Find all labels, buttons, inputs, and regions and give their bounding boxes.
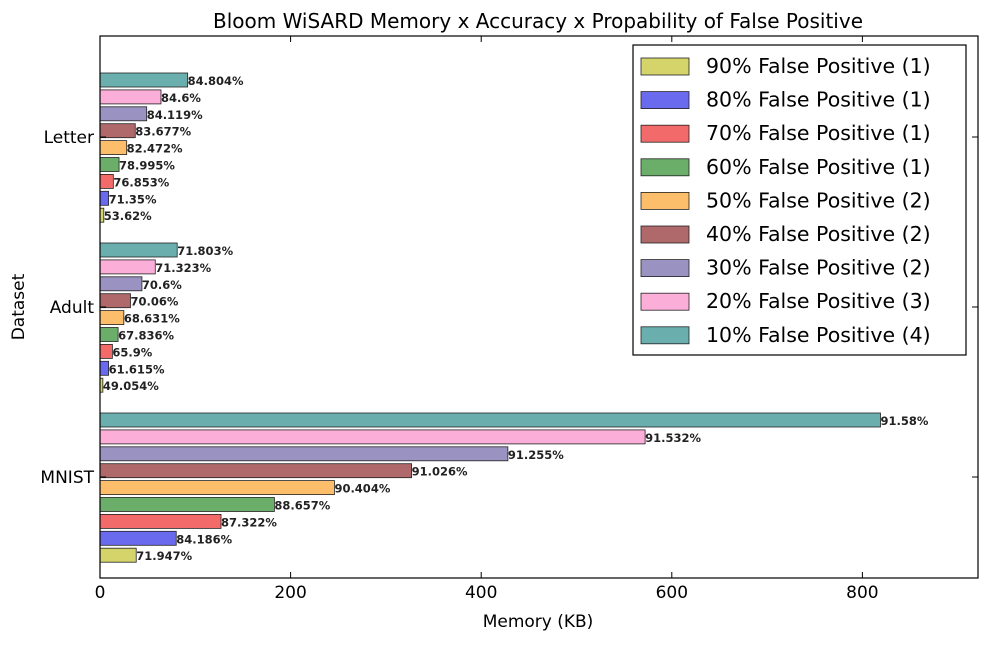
bar xyxy=(99,327,119,342)
bar xyxy=(99,446,509,462)
bar-value-label: 82.472% xyxy=(127,142,183,156)
bar-value-label: 91.532% xyxy=(645,431,701,445)
bar-value-label: 88.657% xyxy=(274,499,330,513)
legend-entry: 50% False Positive (2) xyxy=(706,188,931,212)
legend-swatch xyxy=(640,158,690,177)
bar xyxy=(99,530,177,546)
bar-value-label: 71.323% xyxy=(155,261,211,275)
bar xyxy=(99,106,148,122)
legend: 90% False Positive (1) 80% False Positive… xyxy=(632,44,967,356)
bar-value-label: 91.58% xyxy=(881,414,929,428)
bar-value-label: 71.803% xyxy=(177,244,233,258)
bar-value-label: 71.947% xyxy=(136,549,192,563)
bar-value-label: 53.62% xyxy=(104,209,152,223)
legend-swatch xyxy=(640,191,690,210)
bar-value-label: 90.404% xyxy=(334,482,390,496)
bar-value-label: 65.9% xyxy=(112,345,152,359)
legend-entry: 10% False Positive (4) xyxy=(706,323,931,347)
bar xyxy=(99,480,335,496)
legend-swatch xyxy=(640,91,690,109)
bar-value-label: 67.836% xyxy=(118,329,174,343)
bar xyxy=(99,547,137,563)
chart-title: Bloom WiSARD Memory x Accuracy x Propabi… xyxy=(213,9,863,33)
legend-swatch xyxy=(640,124,690,143)
bar-value-label: 83.677% xyxy=(135,125,191,139)
bar-value-label: 87.322% xyxy=(221,515,277,529)
bar xyxy=(99,157,120,172)
legend-entry: 30% False Positive (2) xyxy=(706,256,931,280)
bar xyxy=(99,89,162,105)
bar xyxy=(99,310,125,326)
bar xyxy=(99,173,114,189)
bar xyxy=(99,123,136,139)
legend-swatch xyxy=(640,326,690,345)
legend-entry: 90% False Positive (1) xyxy=(706,54,931,78)
x-tick-label: 0 xyxy=(95,583,106,603)
bar xyxy=(99,190,109,206)
bar-value-label: 91.026% xyxy=(412,465,468,479)
bar xyxy=(99,293,131,309)
bar-value-label: 91.255% xyxy=(508,448,564,462)
bar xyxy=(99,259,156,275)
bar xyxy=(99,140,128,156)
bar-value-label: 84.804% xyxy=(188,74,244,88)
legend-swatch xyxy=(640,292,690,311)
legend-entry: 80% False Positive (1) xyxy=(706,88,931,112)
bar-value-label: 84.119% xyxy=(147,108,203,122)
y-axis-label: Dataset xyxy=(9,273,29,340)
bar-value-label: 70.6% xyxy=(142,278,182,292)
bar-value-label: 71.35% xyxy=(109,192,157,206)
category-label: Letter xyxy=(44,128,94,148)
bar xyxy=(99,412,881,428)
legend-entry: 70% False Positive (1) xyxy=(706,121,931,145)
bar xyxy=(99,429,646,445)
bar xyxy=(99,242,178,258)
legend-swatch xyxy=(640,225,690,244)
bar-value-label: 49.054% xyxy=(103,379,159,393)
bar xyxy=(99,360,109,376)
x-tick-label: 800 xyxy=(846,583,878,603)
bar-value-label: 68.631% xyxy=(124,312,180,326)
bar xyxy=(99,497,275,512)
bar-value-label: 61.615% xyxy=(109,362,165,376)
category-label: MNIST xyxy=(40,468,94,488)
bar xyxy=(99,72,189,88)
bar xyxy=(99,276,143,292)
legend-entry: 20% False Positive (3) xyxy=(706,289,931,313)
bar-value-label: 70.06% xyxy=(130,295,178,309)
bar-value-label: 84.6% xyxy=(161,91,201,105)
bar-value-label: 84.186% xyxy=(176,532,232,546)
legend-entry: 60% False Positive (1) xyxy=(706,155,931,179)
legend-swatch xyxy=(640,57,690,76)
axes-layer: 0 200 400 600 800 Letter Adult MNIST xyxy=(40,36,978,603)
bar xyxy=(99,463,413,479)
bar xyxy=(99,514,222,529)
x-tick-label: 600 xyxy=(656,583,688,603)
x-tick-label: 400 xyxy=(465,583,497,603)
x-axis-label: Memory (KB) xyxy=(483,612,594,632)
x-tick-label: 200 xyxy=(274,583,306,603)
legend-entry: 40% False Positive (2) xyxy=(706,222,931,246)
bars-layer: 53.62% 71.35% 76.853% 78.995% 82.472% 83.677%… xyxy=(99,72,929,563)
bar-value-label: 76.853% xyxy=(113,175,169,189)
bar xyxy=(99,343,113,359)
legend-swatch xyxy=(640,259,690,278)
category-label: Adult xyxy=(50,298,95,318)
bar-value-label: 78.995% xyxy=(119,159,175,173)
